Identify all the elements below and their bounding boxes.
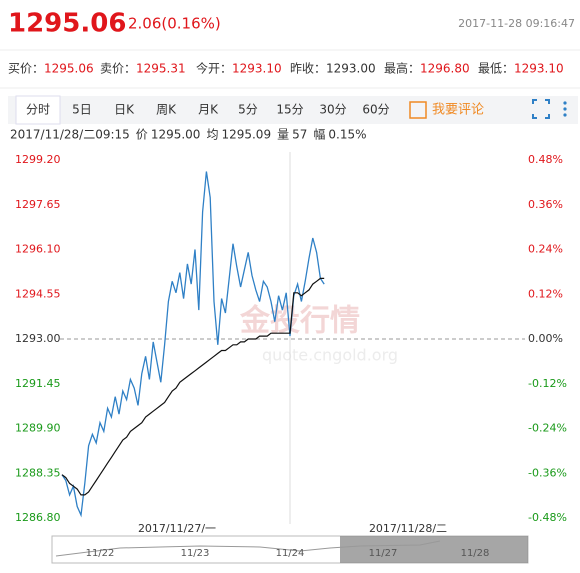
info-vol: 57 (292, 128, 307, 142)
tab-label: 30分 (319, 103, 346, 117)
y2-tick-label: 0.24% (528, 243, 563, 256)
tab[interactable]: 5日 (72, 103, 92, 117)
quote-value: 1293.10 (514, 62, 564, 76)
navigator-label: 11/24 (276, 548, 305, 559)
y2-tick-label: 0.12% (528, 287, 563, 300)
chart: 金投行情 quote.cngold.org 1299.20 1297.65 1296.1… (15, 152, 567, 564)
tab-label: 分时 (26, 103, 50, 117)
tab[interactable]: 月K (198, 103, 219, 117)
tab[interactable]: 60分 (362, 103, 389, 117)
navigator-selection (340, 536, 528, 563)
fullscreen-icon[interactable] (532, 99, 550, 119)
info-vol-label: 量 (277, 128, 289, 142)
tab-label: 15分 (276, 103, 303, 117)
y-tick-label: 1294.55 (15, 287, 61, 300)
comment-button[interactable]: 我要评论 (409, 101, 484, 119)
tab-active (15, 95, 61, 125)
info-avg-label: 均 (206, 128, 218, 142)
average-line (61, 277, 325, 496)
navigator-label: 11/28 (461, 548, 490, 559)
y2-tick-label: 0.36% (528, 198, 563, 211)
info-avg: 1295.09 (221, 128, 271, 142)
comment-label: 我要评论 (432, 103, 484, 118)
navigator-label: 11/27 (369, 548, 398, 559)
quote-label: 今开： (196, 61, 232, 76)
tab-label: 月K (198, 103, 219, 117)
info-amp: 0.15% (328, 128, 366, 142)
watermark: quote.cngold.org (262, 346, 398, 365)
quote-label: 卖价： (100, 62, 136, 76)
navigator-label: 11/23 (181, 548, 210, 559)
price: 1295.06 (8, 9, 126, 39)
y2-tick-label: 0.00% (528, 332, 563, 345)
quote-value: 1293.10 (232, 62, 282, 76)
quote-value: 1295.06 (44, 62, 94, 76)
quote-label: 买价： (8, 62, 44, 76)
tab-label: 日K (114, 103, 135, 117)
quote-row: 买价： 1295.06 卖价： 1295.31 今开： 1293.10 昨收： 1293.00… (8, 61, 564, 76)
y2-tick-label: 0.48% (528, 153, 563, 166)
quote-value: 1295.31 (136, 62, 186, 76)
y-tick-label: 1297.65 (15, 198, 61, 211)
info-price-label: 价 (136, 128, 148, 142)
change: 2.06(0.16%) (128, 15, 221, 33)
y-tick-label: 1293.00 (15, 332, 61, 345)
y-tick-label: 1286.80 (15, 511, 61, 524)
tab[interactable]: 5分 (238, 103, 258, 117)
watermark: 金投行情 (239, 304, 360, 339)
tab-label: 5日 (72, 103, 92, 117)
tab[interactable]: 周K (156, 103, 177, 117)
quote-value: 1293.00 (326, 62, 376, 76)
y-tick-label: 1296.10 (15, 243, 61, 256)
timestamp: 2017-11-28 09:16:47 (458, 17, 575, 30)
quote-label: 最高： (384, 61, 420, 76)
info-amp-label: 幅 (313, 127, 325, 142)
quote-label: 最低： (478, 62, 514, 76)
info-price: 1295.00 (151, 128, 201, 142)
info-time: 2017/11/28/二09:15 (10, 128, 130, 142)
tab-label: 5分 (238, 103, 258, 117)
price-line (61, 171, 325, 518)
more-icon[interactable] (563, 101, 567, 117)
y2-tick-label: -0.12% (528, 377, 567, 390)
y-tick-label: 1291.45 (15, 377, 61, 390)
tab[interactable]: 30分 (319, 103, 346, 117)
comment-icon (409, 101, 427, 119)
y-tick-label: 1289.90 (15, 422, 61, 435)
quote-label: 昨收： (290, 62, 326, 76)
tab[interactable]: 日K (114, 103, 135, 117)
tab-label: 60分 (362, 103, 389, 117)
quote-value: 1296.80 (420, 62, 470, 76)
tab-label: 周K (156, 103, 177, 117)
navigator-line (55, 540, 441, 557)
y2-tick-label: -0.48% (528, 511, 567, 524)
y2-tick-label: -0.36% (528, 466, 567, 479)
y-tick-label: 1299.20 (15, 153, 61, 166)
info-line: 2017/11/28/二09:15 价 1295.00 均 1295.09 量 57 幅 0.1… (10, 127, 367, 142)
y-tick-label: 1288.35 (15, 466, 61, 479)
date-label: 2017/11/28/二 (369, 522, 447, 535)
tab[interactable]: 15分 (276, 103, 303, 117)
tab[interactable]: 分时 (26, 103, 50, 117)
navigator-label: 11/22 (86, 548, 115, 559)
date-label: 2017/11/27/一 (138, 522, 216, 535)
y2-tick-label: -0.24% (528, 422, 567, 435)
tabs: 分时 5日 日K 周K 月K 5分 15分 30分 60分 (15, 95, 390, 125)
tab-bar (8, 96, 578, 124)
